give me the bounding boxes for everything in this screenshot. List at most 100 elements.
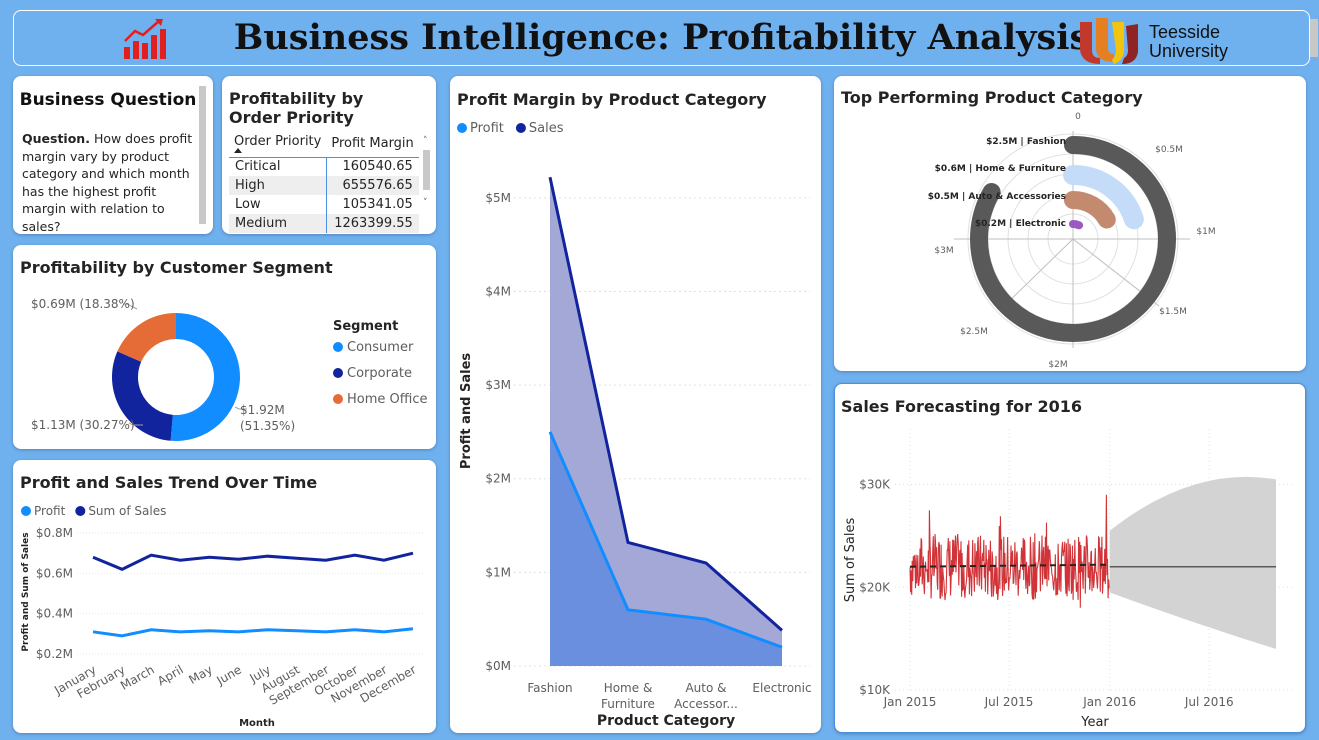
- x-tick-label: Jan 2016: [1082, 695, 1136, 709]
- series-area: [550, 431, 782, 666]
- radial-bar: [1063, 165, 1144, 230]
- radial-bar: [1069, 220, 1084, 230]
- table-row: Medium 1263399.55: [229, 214, 419, 233]
- x-tick-label: Accessor...: [674, 697, 738, 711]
- table-scroll-thumb[interactable]: [423, 150, 430, 190]
- segment-title: Profitability by Customer Segment: [20, 258, 333, 277]
- table-scrollbar[interactable]: ˄ ˅: [422, 134, 432, 220]
- category-title: Profit Margin by Product Category: [457, 90, 767, 109]
- bar-chart-trend-icon: [124, 19, 166, 59]
- order-priority-title: Profitability by Order Priority: [229, 89, 364, 127]
- bar-label: $0.5M | Auto & Accessories: [928, 192, 1066, 202]
- y-tick-label: $1M: [485, 565, 511, 579]
- x-tick-label: Home &: [604, 681, 653, 695]
- radial-bar: [1064, 191, 1116, 229]
- slice-label: $1.13M (30.27%): [31, 418, 135, 432]
- series-line: [92, 551, 414, 571]
- x-tick-label: Jul 2015: [984, 695, 1034, 709]
- y-tick-label: $3M: [485, 378, 511, 392]
- y-tick-label: $20K: [859, 580, 891, 594]
- column-header-order-priority[interactable]: Order Priority: [229, 131, 327, 158]
- business-question-text: Question. How does profit margin vary by…: [22, 131, 193, 234]
- header-banner: Business Intelligence: Profitability Ana…: [13, 10, 1318, 66]
- radial-tick-label: $3M: [934, 246, 953, 256]
- x-axis-title: Year: [1080, 715, 1109, 730]
- radial-bar: [970, 136, 1176, 342]
- forecast-line-chart: Jan 2015 Jul 2015 Jan 2016 Jul 2016 $10K $20K…: [843, 429, 1295, 730]
- y-tick-label: $4M: [485, 284, 511, 298]
- leader-line: [128, 422, 143, 426]
- radial-card: Top Performing Product Category $2.5M | …: [834, 76, 1306, 371]
- x-tick-label: Jul 2016: [1184, 695, 1234, 709]
- y-tick-label: $30K: [859, 478, 891, 492]
- business-question-title: Business Question: [19, 90, 197, 110]
- series-area: [550, 177, 782, 666]
- sort-ascending-icon: [234, 148, 242, 154]
- x-axis-title: Product Category: [597, 713, 735, 729]
- series-line: [548, 431, 783, 649]
- radial-bar-chart: $2.5M | Fashion $0.6M | Home & Furniture $…: [928, 112, 1216, 370]
- question-scrollbar[interactable]: [199, 86, 206, 224]
- radial-tick-label: 0: [1075, 112, 1081, 122]
- legend-entry: Profit: [34, 504, 66, 518]
- trend-line: [909, 563, 1110, 568]
- series-line: [92, 627, 414, 638]
- chevron-down-icon[interactable]: ˅: [423, 198, 428, 208]
- y-axis-title: Profit and Sum of Sales: [21, 532, 31, 651]
- category-card: Profit Margin by Product Category $0M $1M…: [450, 76, 821, 733]
- x-tick-label: Auto &: [685, 681, 726, 695]
- segment-card: Profitability by Customer Segment $1.92M…: [13, 245, 436, 449]
- legend-entry: Sum of Sales: [88, 504, 166, 518]
- table-row: Critical 160540.65: [229, 157, 419, 176]
- forecast-title: Sales Forecasting for 2016: [841, 397, 1083, 416]
- slice-label: $1.92M: [240, 403, 285, 417]
- y-tick-label: $0.4M: [36, 607, 73, 621]
- radial-axis: [1001, 238, 1074, 309]
- chevron-up-icon[interactable]: ˄: [423, 136, 428, 146]
- university-name: Teesside University: [1149, 22, 1229, 61]
- x-tick-label: March: [118, 662, 157, 692]
- y-tick-label: $2M: [485, 472, 511, 486]
- x-axis-title: Month: [239, 718, 275, 729]
- forecast-band: [1109, 476, 1277, 649]
- x-tick-label: May: [186, 662, 214, 687]
- bar-label: $0.6M | Home & Furniture: [935, 164, 1066, 174]
- trend-line-chart: $0.2M$0.4M$0.6M$0.8MJanuaryFebruaryMarch…: [21, 504, 423, 729]
- table-row: Low 105341.05: [229, 195, 419, 214]
- legend-marker: [333, 368, 343, 378]
- business-question-card: Business Question Question. How does pro…: [13, 76, 213, 234]
- order-priority-card: Profitability by Order Priority Order Pr…: [222, 76, 436, 234]
- forecast-card: Sales Forecasting for 2016 Jan 2015 Jul 2…: [834, 383, 1306, 733]
- y-axis-title: Profit and Sales: [459, 353, 474, 470]
- legend-entry: Corporate: [347, 366, 412, 381]
- page-title: Business Intelligence: Profitability Ana…: [233, 17, 1090, 58]
- radial-title: Top Performing Product Category: [841, 88, 1143, 107]
- radial-tick-label: $2M: [1048, 360, 1067, 370]
- legend-entry: Sales: [529, 121, 564, 136]
- y-axis-title: Sum of Sales: [843, 518, 858, 603]
- banner-scrollbar[interactable]: [1310, 19, 1318, 57]
- series-line: [548, 176, 783, 632]
- legend-entry: Profit: [470, 121, 504, 136]
- radial-tick-label: $1.5M: [1159, 307, 1187, 317]
- legend-marker: [75, 506, 86, 516]
- segment-donut-chart: $1.92M (51.35%) $1.13M (30.27%) $0.69M (18.…: [31, 297, 427, 441]
- y-tick-label: $5M: [485, 191, 511, 205]
- x-tick-label: June: [213, 662, 244, 688]
- slice-label: $0.69M (18.38%): [31, 297, 135, 311]
- x-tick-label: Electronic: [752, 681, 811, 695]
- x-tick-label: April: [155, 662, 186, 688]
- legend-entry: Home Office: [347, 392, 427, 407]
- column-header-profit-margin[interactable]: Profit Margin: [326, 131, 419, 158]
- radial-tick-label: $2.5M: [960, 327, 988, 337]
- donut-slice: [170, 313, 241, 441]
- legend-marker: [333, 394, 343, 404]
- actual-sales-line: [909, 494, 1110, 608]
- leader-line: [234, 406, 247, 410]
- donut-slice: [112, 351, 173, 441]
- legend-marker: [457, 123, 467, 133]
- x-tick-label: Fashion: [527, 681, 572, 695]
- radial-tick-label: $0.5M: [1155, 145, 1183, 155]
- y-tick-label: $0.6M: [36, 566, 73, 580]
- x-tick-label: Furniture: [601, 697, 655, 711]
